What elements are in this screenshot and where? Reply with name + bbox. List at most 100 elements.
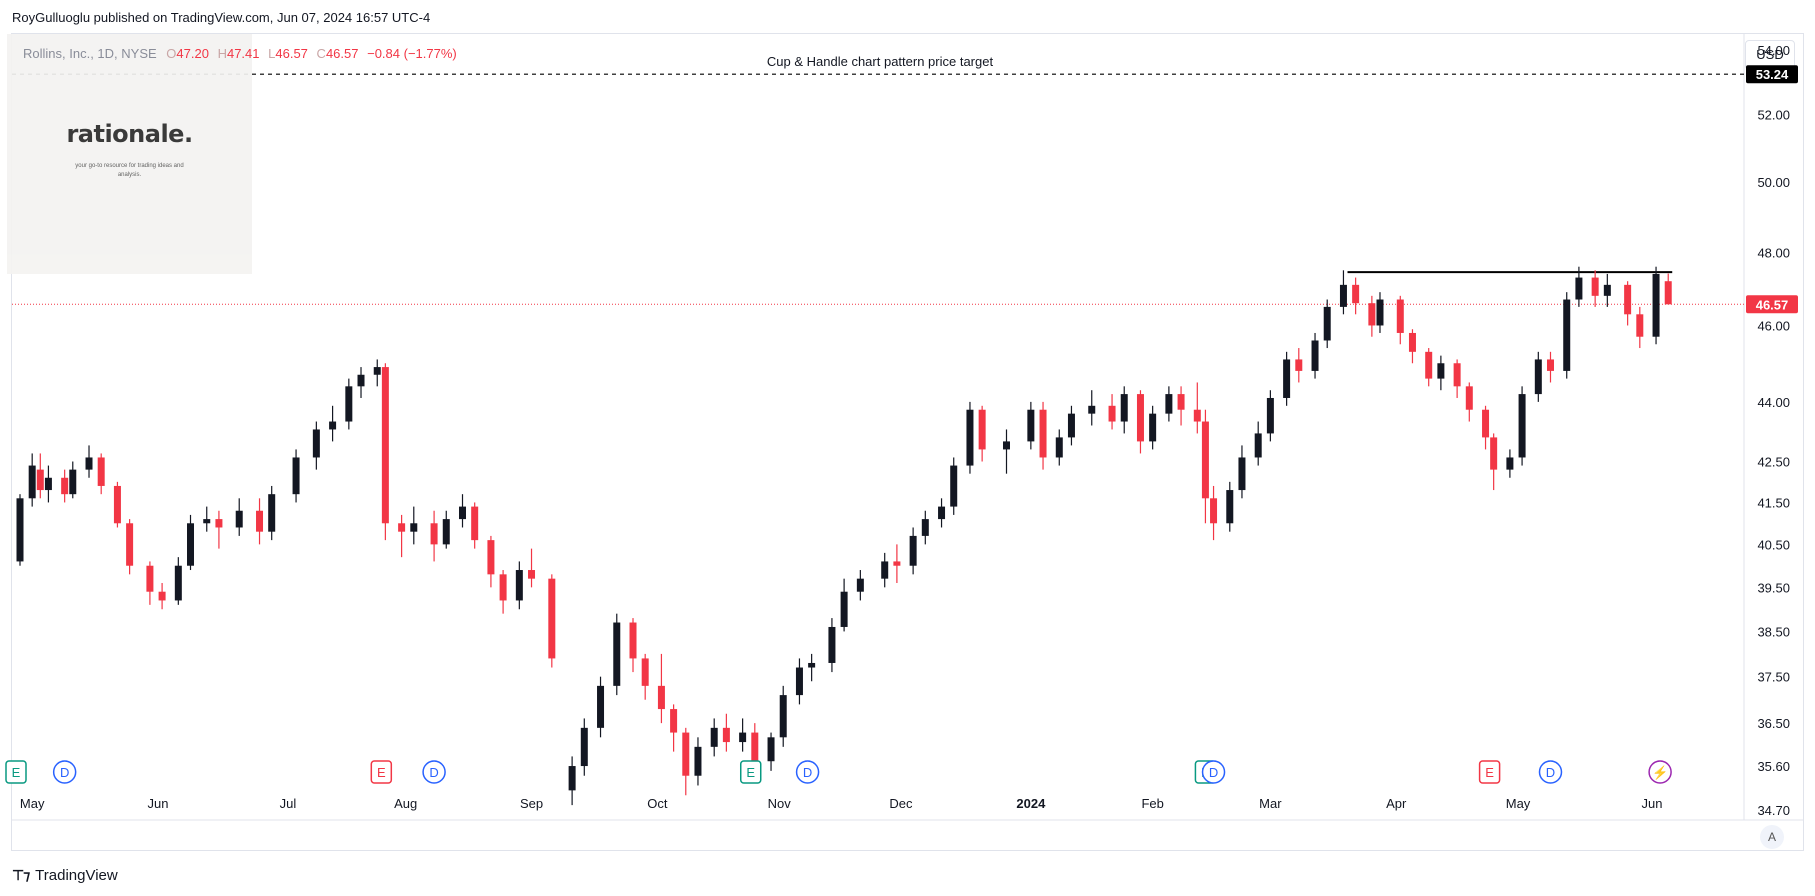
candle-body (44, 477, 52, 491)
dividend-marker (1538, 760, 1563, 784)
candle-body (1283, 359, 1291, 398)
candle-body (779, 695, 787, 738)
candle-body (146, 565, 154, 592)
candle-body (1266, 397, 1274, 434)
tradingview-logo-icon: ⊤⁊ (12, 867, 30, 883)
watermark-logo-card: rationale. your go-to resource for tradi… (7, 34, 252, 274)
candle-body (1518, 394, 1526, 458)
earnings-marker (5, 760, 27, 784)
candle-body (1506, 457, 1514, 470)
y-tick-label: 34.70 (1757, 803, 1790, 818)
candle-body (268, 494, 276, 532)
x-tick-label: May (1506, 796, 1531, 811)
candle-body (808, 662, 816, 668)
candle-body (113, 485, 121, 524)
candle-body (1339, 284, 1347, 307)
candle-body (1120, 394, 1128, 422)
candle-body (158, 591, 166, 601)
candle-body (1652, 273, 1660, 337)
candle-body (528, 570, 536, 579)
candle-body (1238, 457, 1246, 491)
event-marker-letter: D (1546, 765, 1555, 780)
publisher-line: RoyGulluoglu published on TradingView.co… (12, 10, 431, 25)
candle-body (1546, 359, 1554, 371)
candle-body (36, 469, 44, 491)
price-axis-tag (1746, 295, 1798, 314)
candle-body (515, 570, 523, 601)
y-tick-label: 40.50 (1757, 537, 1790, 552)
candle-body (1323, 306, 1331, 341)
candle-body (1437, 363, 1445, 379)
event-marker-letter: E (1485, 765, 1494, 780)
auto-scale-button[interactable]: A (1760, 825, 1784, 849)
candle-body (1368, 303, 1376, 326)
candle-body (1055, 437, 1063, 458)
candle-body (1376, 299, 1384, 326)
candle-body (1591, 277, 1599, 296)
currency-selector-button[interactable]: USD (1745, 40, 1795, 70)
candle-body (1226, 490, 1234, 524)
legend-open-label: O (166, 46, 177, 61)
candle-body (629, 622, 637, 659)
legend-high-label: H (217, 46, 227, 61)
candle-body (1425, 351, 1433, 379)
candle-body (1136, 394, 1144, 442)
candle-body (613, 622, 621, 686)
y-tick-label: 39.50 (1757, 580, 1790, 595)
price-axis-tag-text: 46.57 (1756, 297, 1789, 312)
candle-body (235, 510, 243, 528)
candle-body (682, 732, 690, 776)
candle-body (710, 727, 718, 747)
candle-body (597, 685, 605, 728)
candle-body (548, 578, 556, 659)
legend-high-value: 47.41 (226, 46, 260, 61)
x-tick-label: Nov (768, 796, 792, 811)
candle-body (345, 386, 353, 422)
ohlc-legend: Rollins, Inc., 1D, NYSE O47.20 H47.41 L4… (23, 46, 462, 61)
y-tick-label: 52.00 (1757, 108, 1790, 123)
candle-body (174, 565, 182, 601)
candle-body (1210, 498, 1218, 524)
x-tick-label: Feb (1141, 796, 1163, 811)
tradingview-brand-text: TradingView (35, 867, 118, 884)
event-marker-letter: E (12, 765, 21, 780)
candle-body (357, 374, 365, 387)
candle-body (978, 409, 986, 450)
candle-body (795, 667, 803, 696)
x-tick-label: Jul (280, 796, 297, 811)
x-tick-label: Jun (148, 796, 169, 811)
legend-symbol[interactable]: Rollins, Inc., 1D, NYSE (23, 46, 157, 61)
dividend-marker (1201, 760, 1226, 784)
legend-low-label: L (268, 46, 276, 61)
candle-body (1039, 409, 1047, 458)
candle-body (881, 561, 889, 579)
candle-body (657, 685, 665, 710)
tradingview-footer-logo[interactable]: ⊤⁊ TradingView (12, 867, 118, 884)
candle-body (126, 523, 134, 566)
candle-body (499, 574, 507, 601)
split-marker (1648, 760, 1672, 784)
candle-body (16, 498, 24, 562)
candle-body (1201, 421, 1209, 499)
candle-body (329, 421, 337, 430)
candle-body (856, 578, 864, 592)
candle-body (1149, 413, 1157, 442)
candle-body (1482, 409, 1490, 438)
candle-body (1534, 359, 1542, 395)
candle-body (1002, 441, 1010, 450)
candle-body (1067, 413, 1075, 438)
y-tick-label: 36.50 (1757, 716, 1790, 731)
candle-body (751, 732, 759, 762)
candle-body (1311, 340, 1319, 371)
candle-body (1108, 405, 1116, 422)
earnings-marker (739, 760, 762, 784)
legend-close-label: C (316, 46, 326, 61)
y-tick-label: 46.00 (1757, 318, 1790, 333)
candle-body (28, 465, 36, 499)
event-marker-letter: E (746, 765, 755, 780)
legend-close-value: 46.57 (325, 46, 359, 61)
candle-body (921, 519, 929, 536)
candle-body (312, 429, 320, 458)
y-tick-label: 44.00 (1757, 395, 1790, 410)
